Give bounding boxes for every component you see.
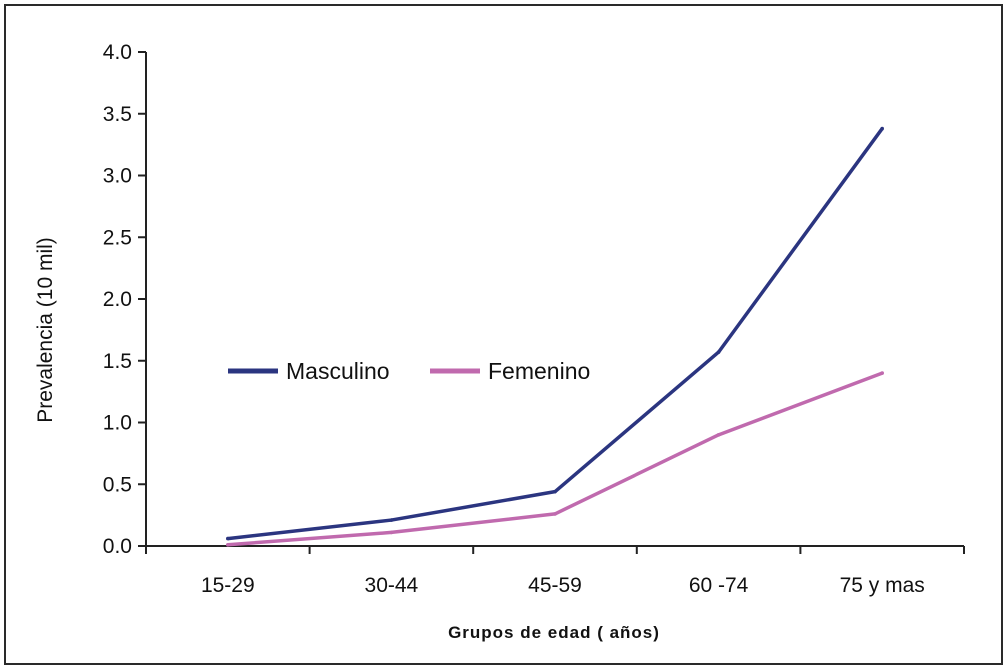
- data-point-femenino: [880, 371, 884, 375]
- legend: Masculino Femenino: [228, 358, 590, 384]
- data-point-masculino: [553, 489, 557, 494]
- y-axis-title: Prevalencia (10 mil): [34, 237, 57, 423]
- data-point-femenino: [716, 433, 721, 437]
- x-tick-label: 15-29: [201, 574, 255, 597]
- legend-label-masculino: Masculino: [286, 358, 390, 384]
- y-tick-label: 1.5: [103, 350, 132, 373]
- y-axis: 0.0 0.5 1.0 1.5 2.0 2.5 3.0 3.5 4.0: [103, 41, 147, 558]
- data-point-masculino: [226, 536, 230, 541]
- series-line-femenino: [227, 371, 883, 547]
- data-point-masculino: [716, 350, 721, 354]
- x-axis-title: Grupos de edad ( años): [448, 623, 660, 642]
- data-point-femenino: [389, 530, 394, 535]
- legend-label-femenino: Femenino: [488, 358, 590, 384]
- y-tick-label: 2.0: [103, 288, 132, 311]
- series-line-masculino: [227, 127, 884, 541]
- x-tick-label: 75 y mas: [840, 574, 925, 597]
- y-tick-label: 0.5: [103, 473, 132, 496]
- y-tick-label: 3.0: [103, 165, 132, 188]
- data-point-femenino: [553, 512, 557, 516]
- y-tick-label: 0.0: [103, 535, 132, 558]
- y-tick-label: 3.5: [103, 103, 132, 126]
- y-tick-label: 1.0: [103, 412, 132, 435]
- data-point-femenino: [226, 542, 230, 547]
- x-tick-label: 30-44: [365, 574, 419, 597]
- series-lines: [226, 126, 884, 547]
- x-tick-label: 45-59: [528, 574, 582, 597]
- x-axis: 15-29 30-44 45-59 60 -74 75 y mas: [145, 545, 965, 597]
- data-point-masculino: [880, 126, 884, 131]
- y-tick-label: 2.5: [103, 226, 132, 249]
- chart-frame: [4, 4, 1003, 665]
- data-point-masculino: [389, 518, 394, 522]
- x-tick-label: 60 -74: [689, 574, 749, 597]
- y-tick-label: 4.0: [103, 41, 132, 64]
